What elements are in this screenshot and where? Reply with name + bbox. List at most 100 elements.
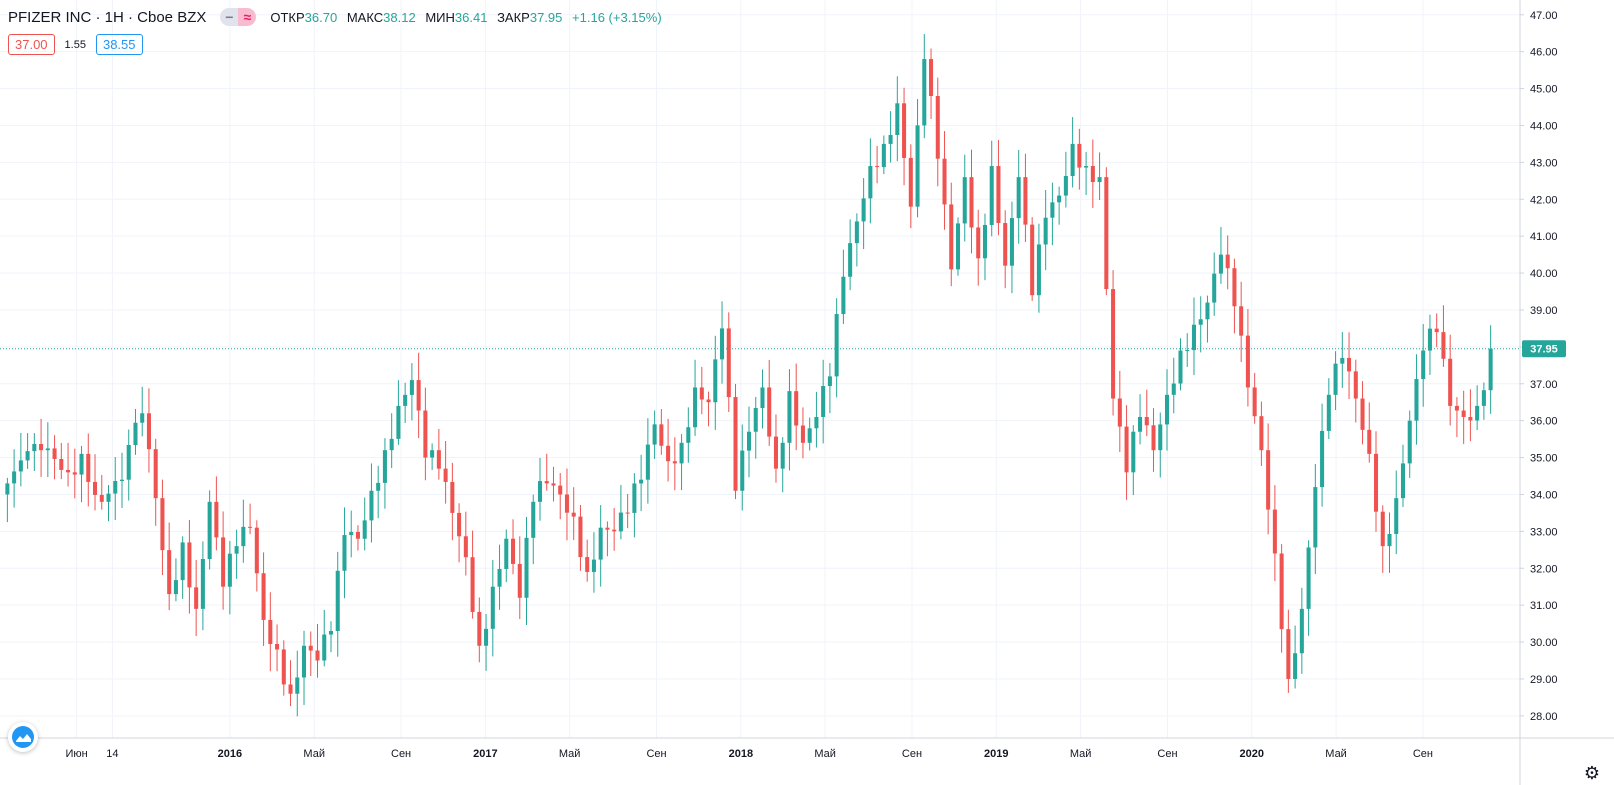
x-tick-label: Сен (1157, 748, 1177, 760)
candle (558, 473, 563, 520)
candle (308, 631, 313, 677)
candle (1293, 625, 1298, 689)
y-tick-label: 39.00 (1530, 305, 1558, 317)
candle (1407, 410, 1412, 478)
candle (335, 551, 340, 657)
x-tick-label: Май (1325, 748, 1347, 760)
candle-body (659, 424, 664, 446)
candle-body (989, 166, 994, 225)
candle (679, 434, 684, 491)
candle-body (1144, 416, 1149, 426)
candle-body (531, 501, 536, 538)
candle (632, 473, 637, 538)
buy-button[interactable]: 38.55 (95, 34, 143, 55)
candle-body (79, 453, 84, 475)
candle (787, 369, 792, 471)
price-axis[interactable]: 47.00 46.00 45.00 44.00 43.00 42.00 41.00 40.00… (1519, 0, 1558, 785)
close-label: ЗАКР (497, 9, 530, 25)
candle-body (929, 59, 934, 97)
candle-body (504, 538, 509, 569)
candle-body (1347, 357, 1352, 372)
y-tick-label: 31.00 (1530, 600, 1558, 612)
candle (780, 437, 785, 493)
candle (1481, 382, 1486, 420)
candle-body (1306, 547, 1311, 609)
candle-body (194, 587, 199, 609)
open-label: ОТКР (270, 9, 305, 25)
candle (1299, 587, 1304, 674)
candle-body (1131, 431, 1136, 473)
candle (706, 391, 711, 427)
candle (1306, 540, 1311, 636)
candle-body (652, 424, 657, 445)
candle-body (200, 558, 205, 609)
candle-body (888, 135, 893, 144)
x-tick-label: 2019 (984, 748, 1008, 760)
candle (463, 511, 468, 576)
candle-body (571, 512, 576, 517)
candle-body (1373, 453, 1379, 512)
candle-body (942, 158, 947, 205)
tradingview-cloud-icon[interactable] (8, 722, 38, 752)
minus-icon[interactable]: − (220, 8, 239, 26)
candle-body (430, 450, 435, 458)
candle-body (1009, 218, 1014, 266)
candle (1441, 305, 1446, 367)
candle (1394, 470, 1399, 555)
candle-body (1117, 398, 1122, 427)
candle (1333, 351, 1338, 410)
candle-body (416, 380, 421, 411)
time-axis[interactable]: Июн 14 2016 Май Сен 2017 Май Сен 2018 Май Сен 2019 М… (0, 737, 1614, 760)
low-value: 36.41 (454, 9, 488, 25)
candle (1084, 151, 1089, 195)
y-tick-label: 42.00 (1530, 194, 1558, 206)
candle-body (996, 166, 1001, 224)
x-tick-label: Май (1070, 748, 1092, 760)
candle-body (1407, 420, 1412, 464)
candle-body (376, 482, 381, 491)
candle-body (861, 198, 866, 222)
candle-body (955, 223, 961, 270)
candle-body (248, 526, 253, 528)
candle (794, 363, 799, 451)
candle (807, 417, 812, 451)
candle-body (268, 619, 273, 644)
candle (1373, 431, 1379, 532)
candle-body (1299, 608, 1304, 654)
candle (167, 522, 172, 611)
indicator-toggle[interactable]: − ≈ (220, 8, 257, 26)
candle-body (902, 103, 907, 158)
gear-icon[interactable]: ⚙ (1583, 763, 1601, 783)
x-tick-label: 2016 (218, 748, 242, 760)
symbol-title[interactable]: PFIZER INC · 1H · Cboe BZX (8, 8, 207, 26)
candle-body (1427, 328, 1432, 351)
candle-body (713, 359, 718, 403)
candle-body (1070, 143, 1075, 176)
candle (746, 406, 752, 478)
candle-body (295, 677, 300, 694)
candle (288, 660, 293, 707)
close-value: 37.95 (529, 9, 563, 25)
y-tick-label: 46.00 (1530, 47, 1558, 59)
candle (720, 301, 725, 384)
candle-body (349, 531, 354, 536)
candle-body (976, 227, 981, 259)
candle (1468, 389, 1473, 442)
candle-body (1043, 217, 1048, 245)
candle (1205, 295, 1210, 343)
candle-body (841, 276, 846, 315)
sell-button[interactable]: 37.00 (8, 34, 55, 55)
candle-body (1380, 511, 1385, 547)
y-tick-label: 40.00 (1530, 268, 1558, 280)
candle (1225, 235, 1230, 290)
candle (726, 312, 731, 413)
candle-body (733, 397, 738, 491)
wave-icon[interactable]: ≈ (238, 8, 257, 26)
candle (996, 140, 1001, 236)
candle (1131, 425, 1136, 496)
candle-body (99, 494, 104, 502)
candle (1353, 359, 1358, 423)
candle-body (1394, 498, 1399, 534)
x-tick-label: 2017 (473, 748, 497, 760)
